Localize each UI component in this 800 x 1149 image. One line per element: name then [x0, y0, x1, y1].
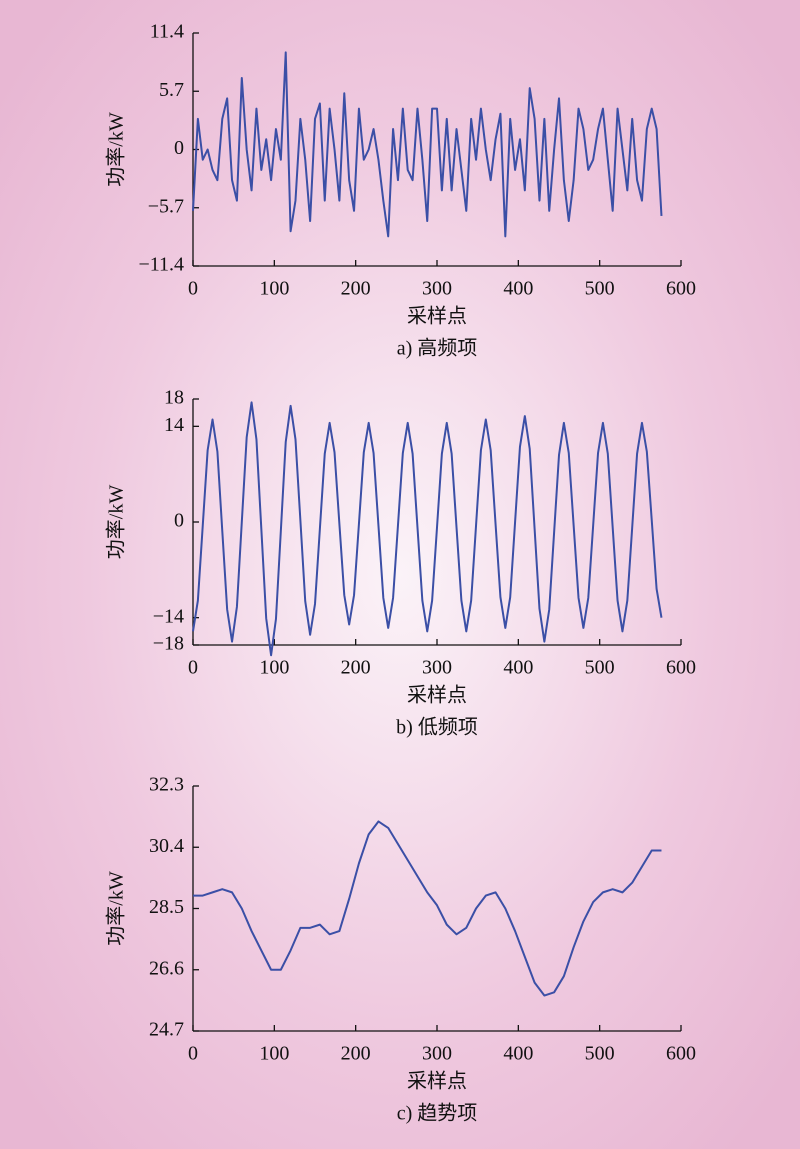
y-tick-label: 32.3 [149, 774, 184, 796]
x-tick-label: 600 [666, 1043, 696, 1065]
x-tick-label: 300 [422, 278, 452, 300]
y-tick-label: 5.7 [159, 79, 184, 101]
data-line [192, 51, 663, 238]
x-tick-label: 500 [585, 1043, 615, 1065]
x-axis-label: 采样点 [407, 684, 467, 707]
y-axis-label: 功率/kW [105, 485, 128, 560]
y-axis-label: 功率/kW [105, 871, 128, 946]
x-tick-label: 0 [188, 657, 198, 679]
y-tick-label: 14 [164, 414, 184, 436]
x-tick-label: 0 [188, 1043, 198, 1065]
y-tick-label: 24.7 [149, 1019, 184, 1041]
x-tick-label: 200 [341, 1043, 371, 1065]
x-axis-label: 采样点 [407, 1070, 467, 1093]
chart-caption: c) 趋势项 [397, 1102, 478, 1125]
y-tick-label: 18 [164, 387, 184, 409]
y-tick-label: −14 [153, 605, 184, 627]
y-axis-label: 功率/kW [105, 112, 128, 187]
x-tick-label: 100 [259, 1043, 289, 1065]
y-tick-label: −5.7 [148, 195, 184, 217]
x-tick-label: 400 [503, 1043, 533, 1065]
y-tick-label: 30.4 [149, 835, 184, 857]
data-line [192, 401, 663, 657]
x-tick-label: 600 [666, 278, 696, 300]
x-tick-label: 200 [341, 657, 371, 679]
y-tick-label: −11.4 [138, 254, 184, 276]
y-tick-label: −18 [153, 633, 184, 655]
x-tick-label: 500 [585, 657, 615, 679]
y-tick-label: 0 [174, 510, 184, 532]
x-tick-label: 300 [422, 657, 452, 679]
chart-caption: a) 高频项 [397, 337, 478, 360]
chart-caption: b) 低频项 [396, 716, 478, 739]
x-tick-label: 300 [422, 1043, 452, 1065]
x-tick-label: 100 [259, 278, 289, 300]
y-tick-label: 11.4 [150, 21, 184, 43]
x-tick-label: 100 [259, 657, 289, 679]
x-tick-label: 400 [503, 278, 533, 300]
x-tick-label: 200 [341, 278, 371, 300]
x-tick-label: 400 [503, 657, 533, 679]
y-tick-label: 0 [174, 137, 184, 159]
x-tick-label: 500 [585, 278, 615, 300]
y-tick-label: 28.5 [149, 896, 184, 918]
data-line [193, 820, 662, 997]
x-tick-label: 600 [666, 657, 696, 679]
x-axis-label: 采样点 [407, 305, 467, 328]
y-tick-label: 26.6 [149, 957, 184, 979]
x-tick-label: 0 [188, 278, 198, 300]
